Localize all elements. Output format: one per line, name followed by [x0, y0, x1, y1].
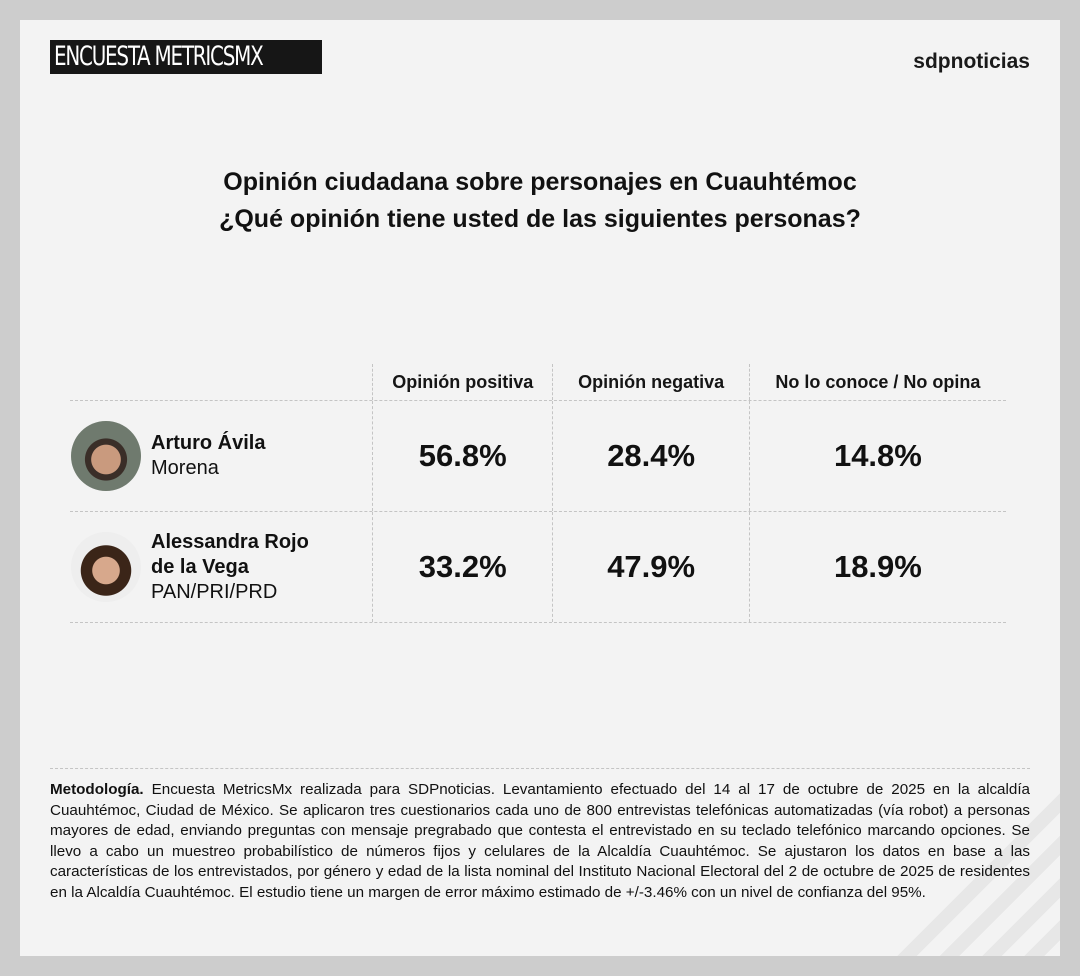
value-unknown: 18.9% — [833, 549, 922, 584]
title-line-2: ¿Qué opinión tiene usted de las siguient… — [219, 205, 861, 233]
table-row: Alessandra Rojo de la Vega PAN/PRI/PRD 3… — [70, 512, 1006, 623]
column-header: No lo conoce / No opina — [748, 364, 1006, 400]
table-row: Arturo Ávila Morena 56.8% 28.4% 14.8% — [70, 401, 1006, 512]
methodology-label: Metodología. — [50, 781, 144, 798]
methodology-note: Metodología. Encuesta MetricsMx realizad… — [50, 780, 1030, 903]
brand-label: ENCUESTA METRICSMX — [50, 40, 323, 74]
value-positive: 33.2% — [418, 549, 507, 584]
column-header: Opinión negativa — [552, 364, 748, 400]
sdpnoticias-logo: sdpnoticias — [913, 50, 1030, 73]
brand-text: ENCUESTA METRICSMX — [54, 41, 264, 72]
avatar — [71, 532, 141, 602]
divider — [50, 768, 1030, 769]
title-line-1: Opinión ciudadana sobre personajes en Cu… — [223, 168, 857, 196]
infographic-card: ENCUESTA METRICSMX sdpnoticias Opinión c… — [20, 20, 1060, 956]
person-name-cont: de la Vega — [151, 555, 249, 578]
methodology-text: Encuesta MetricsMx realizada para SDPnot… — [50, 781, 1030, 901]
party-label: PAN/PRI/PRD — [151, 580, 278, 603]
value-positive: 56.8% — [418, 438, 507, 473]
value-unknown: 14.8% — [833, 438, 922, 473]
column-header: Opinión positiva — [372, 364, 552, 400]
person-name: Arturo Ávila — [151, 432, 266, 454]
value-negative: 47.9% — [607, 549, 696, 584]
person-name: Alessandra Rojo — [151, 530, 309, 553]
value-negative: 28.4% — [607, 438, 696, 473]
opinion-table: Opinión positiva Opinión negativa No lo … — [70, 364, 1006, 623]
table-header: Opinión positiva Opinión negativa No lo … — [70, 364, 1006, 401]
party-label: Morena — [151, 457, 219, 479]
avatar — [71, 421, 141, 491]
page-title: Opinión ciudadana sobre personajes en Cu… — [20, 164, 1060, 238]
